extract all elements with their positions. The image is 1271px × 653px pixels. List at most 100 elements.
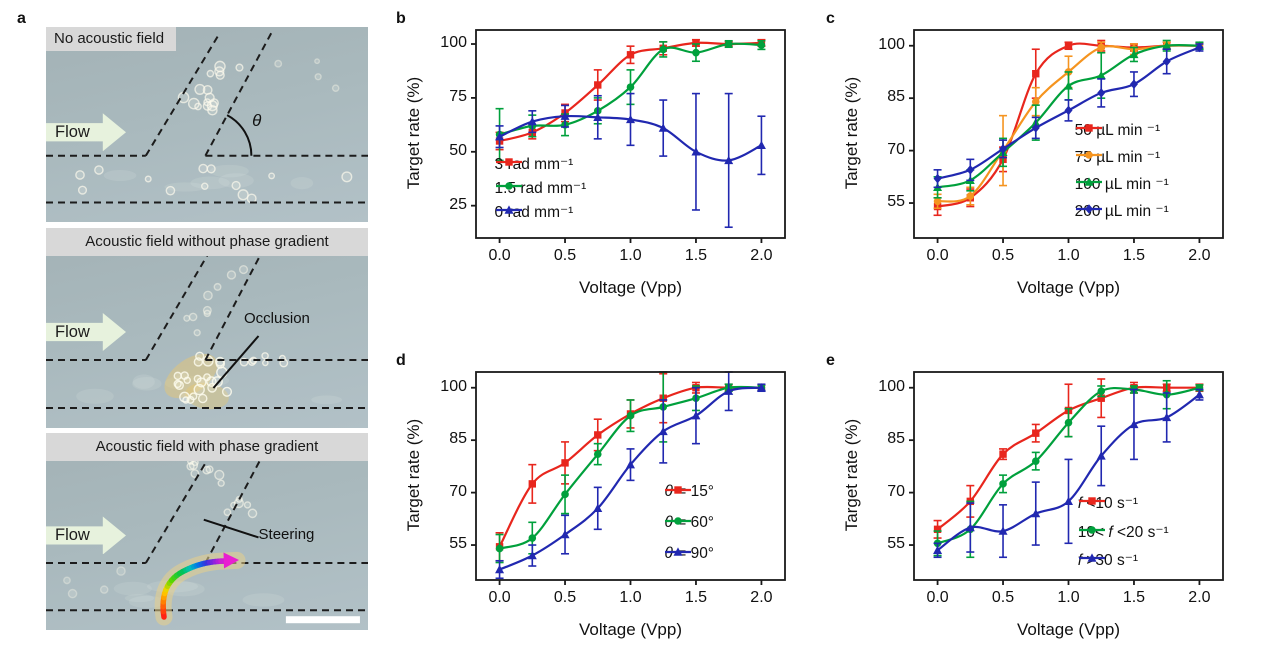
- legend-label: 1.5 rad mm⁻¹: [494, 180, 587, 198]
- data-point-square: [692, 39, 700, 47]
- texture-patch: [311, 395, 343, 405]
- bubble: [203, 290, 213, 301]
- data-point-diamond: [1064, 105, 1073, 116]
- y-axis-title: Target rate (%): [404, 418, 423, 532]
- micrograph-overlay: [46, 233, 368, 410]
- chart-canvas: [471, 29, 786, 243]
- bubble: [314, 58, 321, 65]
- data-point-square: [933, 525, 942, 534]
- data-point-triangle: [1084, 177, 1094, 186]
- data-point-diamond: [1097, 88, 1106, 98]
- x-axis-tick-label: 0.5: [991, 247, 1015, 264]
- bubble: [243, 501, 252, 509]
- y-axis-tick-label: 70: [887, 140, 905, 158]
- legend-item: 0 rad mm⁻¹: [495, 203, 574, 222]
- chart-canvas: [909, 371, 1224, 585]
- data-point-triangle: [1064, 496, 1073, 506]
- data-point-circle: [626, 83, 635, 91]
- bubble: [331, 84, 340, 93]
- y-axis-tick-label: 85: [449, 430, 467, 448]
- legend-item: 50 µL min ⁻¹: [1075, 121, 1160, 140]
- x-axis-tick-label: 2.0: [1188, 247, 1211, 264]
- bubble: [235, 63, 244, 72]
- x-axis-tick-label: 1.0: [619, 247, 642, 264]
- bubble: [206, 164, 216, 174]
- flow-label: Flow: [55, 123, 90, 142]
- chart-panel-d: 0.0 0.5 1.0 1.5 2.0 55 70 85 100 Voltage (Vpp) Tar…: [392, 350, 792, 652]
- micrograph-caption: Acoustic field with phase gradient: [46, 433, 368, 461]
- bubble: [209, 98, 219, 108]
- data-point-triangle: [560, 111, 570, 120]
- bubble: [198, 163, 208, 174]
- bubble: [190, 469, 200, 479]
- data-point-diamond: [1129, 79, 1138, 89]
- bubble: [217, 479, 225, 487]
- data-point-triangle: [1129, 49, 1139, 59]
- legend-label: 100 µL min ⁻¹: [1074, 175, 1169, 193]
- data-point-circle: [933, 197, 942, 206]
- flow-label: Flow: [55, 323, 90, 341]
- legend-label: θ = 60°: [664, 513, 715, 531]
- data-point-square: [674, 485, 683, 494]
- x-axis-tick-label: 0.0: [488, 589, 511, 606]
- data-point-triangle: [1194, 390, 1204, 399]
- data-point-square: [594, 81, 602, 89]
- x-axis-tick-label: 1.5: [1122, 247, 1146, 264]
- data-point-triangle: [724, 386, 734, 395]
- micrograph-caption: No acoustic field: [46, 27, 177, 51]
- data-point-triangle: [1087, 553, 1097, 562]
- texture-patch: [290, 177, 314, 190]
- micrograph-overlay: [46, 32, 368, 204]
- x-axis-tick-label: 2.0: [1188, 589, 1211, 606]
- x-axis-title: Voltage (Vpp): [1016, 278, 1120, 297]
- bubble: [180, 371, 189, 380]
- data-point-triangle: [527, 117, 537, 126]
- bubble: [221, 386, 233, 397]
- bubble: [183, 314, 191, 322]
- data-point-square: [594, 431, 602, 439]
- x-axis-tick-label: 0.0: [926, 247, 949, 264]
- bubble: [274, 59, 283, 68]
- data-point-diamond: [966, 165, 975, 175]
- legend-marker-icon: [1078, 553, 1105, 562]
- bubble: [63, 576, 71, 585]
- micrograph-caption: Acoustic field without phase gradient: [46, 228, 368, 256]
- flow-label: Flow: [55, 526, 90, 545]
- data-point-diamond: [1031, 123, 1040, 133]
- data-point-triangle: [527, 550, 537, 560]
- bubble: [165, 185, 176, 196]
- data-point-circle: [659, 45, 668, 54]
- data-point-circle: [1087, 525, 1096, 534]
- legend-item: f <10 s⁻¹: [1078, 494, 1138, 513]
- bubble: [200, 182, 209, 191]
- data-point-triangle: [673, 547, 683, 556]
- x-axis-tick-label: 1.0: [619, 589, 642, 606]
- legend-item: 75 µL min ⁻¹: [1075, 148, 1160, 167]
- bubble: [215, 70, 225, 80]
- y-axis-title: Target rate (%): [404, 76, 423, 190]
- legend-item: 10< f <20 s⁻¹: [1078, 523, 1169, 542]
- bubble: [214, 469, 225, 481]
- bubble: [193, 357, 204, 367]
- bubble: [226, 270, 237, 280]
- data-point-triangle: [756, 383, 766, 392]
- data-point-triangle: [504, 205, 514, 214]
- data-point-triangle: [691, 411, 701, 420]
- data-point-circle: [692, 48, 700, 57]
- legend-marker-icon: [1075, 151, 1102, 159]
- data-point-circle: [504, 182, 513, 190]
- data-point-triangle: [965, 522, 975, 532]
- legend-label: θ = 15°: [664, 482, 715, 500]
- x-axis-title: Voltage (Vpp): [1016, 620, 1120, 639]
- data-point-square: [626, 51, 635, 59]
- data-point-circle: [1097, 387, 1106, 396]
- scale-bar: [285, 616, 360, 624]
- data-point-triangle: [1129, 419, 1139, 429]
- data-point-square: [504, 158, 513, 166]
- bubble: [173, 371, 182, 381]
- bubble: [173, 379, 182, 389]
- bubble: [213, 282, 222, 291]
- y-axis-tick-label: 25: [449, 195, 467, 213]
- y-axis-tick-label: 55: [449, 535, 467, 553]
- legend-label: f <10 s⁻¹: [1077, 495, 1139, 513]
